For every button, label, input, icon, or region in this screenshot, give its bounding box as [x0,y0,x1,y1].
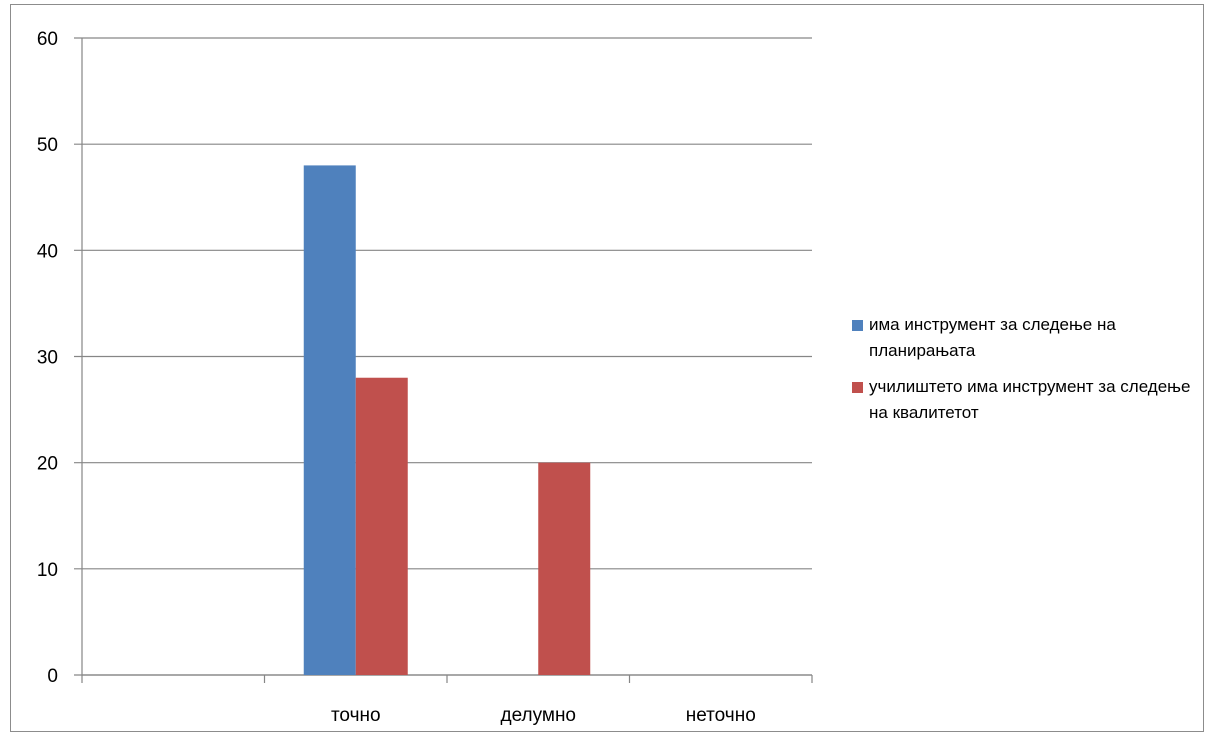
x-category-label-2: делумно [500,705,576,726]
y-tick-label-40: 40 [37,241,58,262]
bar-series-2-1 [355,377,408,675]
y-tick-label-10: 10 [37,560,58,581]
y-tick-label-50: 50 [37,135,58,156]
bar-series-1-1 [303,165,356,675]
bar-series-2-2 [538,462,591,675]
y-tick-label-0: 0 [47,666,58,687]
legend-label-series-1: има инструмент за следење на планирањата [869,315,1116,360]
legend: има инструмент за следење на планирањата… [852,312,1202,436]
legend-label-series-2: училиштето има инструмент за следење на … [869,377,1191,422]
x-category-label-3: неточно [686,705,756,726]
y-tick-label-30: 30 [37,348,58,369]
chart-frame [10,4,1204,732]
y-tick-label-20: 20 [37,454,58,475]
legend-item-series-1: има инструмент за следење на планирањата [852,312,1202,364]
legend-item-series-2: училиштето има инструмент за следење на … [852,374,1202,426]
legend-swatch-series-2 [852,382,863,393]
legend-swatch-series-1 [852,320,863,331]
x-category-label-1: точно [331,705,381,726]
y-tick-label-60: 60 [37,29,58,50]
